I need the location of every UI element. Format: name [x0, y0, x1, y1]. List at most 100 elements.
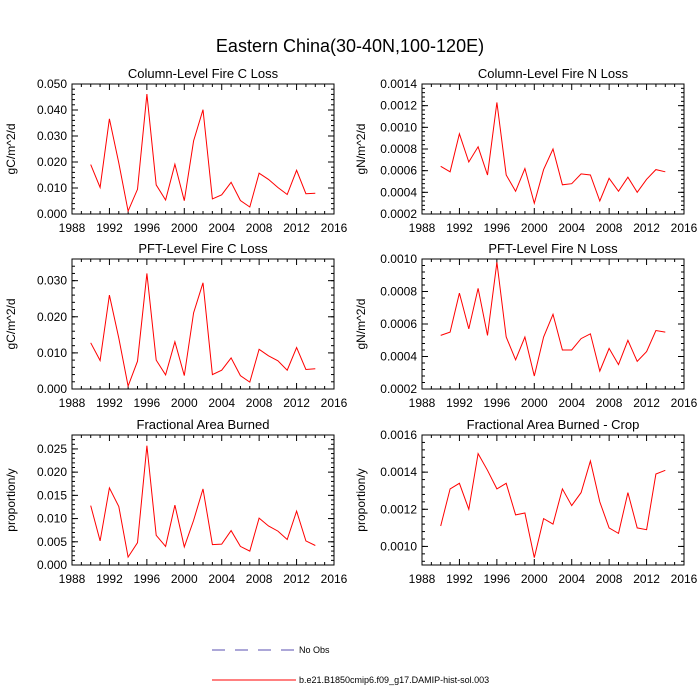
- series-line: [440, 102, 666, 206]
- y-tick-label: 0.0014: [380, 77, 417, 91]
- y-tick-label: 0.050: [37, 77, 67, 91]
- x-tick-label: 2012: [633, 221, 660, 235]
- x-tick-label: 2008: [246, 221, 273, 235]
- panel-title: Fractional Area Burned: [137, 417, 270, 432]
- x-tick-label: 1996: [484, 221, 511, 235]
- y-tick-label: 0.010: [37, 346, 67, 360]
- x-tick-label: 2000: [521, 221, 548, 235]
- y-tick-label: 0.0008: [380, 285, 417, 299]
- y-tick-label: 0.0004: [380, 350, 417, 364]
- plot-frame: [421, 434, 685, 566]
- y-tick-label: 0.030: [37, 274, 67, 288]
- y-tick-label: 0.025: [37, 442, 67, 456]
- plot-frame: [421, 258, 685, 390]
- panel-2: Column-Level Fire N Loss gN/m^2/d 1988 1992…: [354, 66, 698, 235]
- y-tick-label: 0.010: [37, 181, 67, 195]
- x-tick-label: 2012: [283, 396, 310, 410]
- panel-3: PFT-Level Fire C Loss gC/m^2/d 1988 1992 199…: [4, 241, 348, 410]
- x-tick-label: 2000: [171, 572, 198, 586]
- x-tick-label: 2004: [558, 572, 585, 586]
- y-tick-label: 0.0012: [380, 99, 417, 113]
- x-tick-label: 2008: [246, 572, 273, 586]
- series-line: [90, 94, 316, 213]
- x-tick-label: 1992: [446, 221, 473, 235]
- panel-5: Fractional Area Burned proportion/y 1988 19…: [4, 417, 348, 586]
- x-tick-label: 1992: [96, 396, 123, 410]
- series-line: [90, 273, 316, 388]
- y-tick-label: 0.0010: [380, 539, 417, 553]
- x-tick-label: 1992: [96, 221, 123, 235]
- panel-title: Fractional Area Burned - Crop: [467, 417, 640, 432]
- y-tick-label: 0.0010: [380, 252, 417, 266]
- series-line: [440, 262, 666, 377]
- panel-6: Fractional Area Burned - Crop proportion/…: [354, 417, 698, 586]
- y-tick-label: 0.000: [37, 382, 67, 396]
- x-tick-label: 2000: [521, 396, 548, 410]
- y-tick-label: 0.020: [37, 310, 67, 324]
- y-tick-label: 0.010: [37, 512, 67, 526]
- x-tick-label: 1988: [59, 221, 86, 235]
- x-tick-label: 1996: [134, 396, 161, 410]
- x-tick-label: 1988: [409, 221, 436, 235]
- y-tick-label: 0.000: [37, 558, 67, 572]
- y-axis-label: proportion/y: [354, 468, 368, 531]
- x-tick-label: 1996: [484, 572, 511, 586]
- y-tick-label: 0.0002: [380, 382, 417, 396]
- x-tick-label: 1988: [59, 396, 86, 410]
- x-tick-label: 2016: [321, 396, 348, 410]
- y-tick-label: 0.0002: [380, 207, 417, 221]
- legend-label: No Obs: [299, 645, 330, 655]
- x-tick-label: 1992: [96, 572, 123, 586]
- panel-title: Column-Level Fire N Loss: [478, 66, 629, 81]
- y-tick-label: 0.0014: [380, 465, 417, 479]
- x-tick-label: 2012: [283, 221, 310, 235]
- y-tick-label: 0.0006: [380, 164, 417, 178]
- plot-frame: [71, 434, 335, 566]
- x-tick-label: 2000: [521, 572, 548, 586]
- x-tick-label: 1996: [134, 221, 161, 235]
- y-axis-label: gN/m^2/d: [354, 299, 368, 350]
- panel-1: Column-Level Fire C Loss gC/m^2/d 1988 1992…: [4, 66, 348, 235]
- x-tick-label: 2008: [596, 572, 623, 586]
- x-tick-label: 1988: [409, 396, 436, 410]
- y-tick-label: 0.0006: [380, 317, 417, 331]
- x-tick-label: 2004: [558, 221, 585, 235]
- y-axis-label: gC/m^2/d: [4, 299, 18, 350]
- panel-title: Column-Level Fire C Loss: [128, 66, 279, 81]
- y-tick-label: 0.005: [37, 535, 67, 549]
- y-axis-label: proportion/y: [4, 468, 18, 531]
- y-axis-label: gC/m^2/d: [4, 124, 18, 175]
- y-tick-label: 0.0012: [380, 502, 417, 516]
- y-tick-label: 0.020: [37, 155, 67, 169]
- x-tick-label: 2004: [208, 396, 235, 410]
- legend-label: b.e21.B1850cmip6.f09_g17.DAMIP-hist-sol.…: [299, 675, 489, 685]
- series-line: [440, 452, 666, 558]
- x-tick-label: 2012: [633, 572, 660, 586]
- figure-title: Eastern China(30-40N,100-120E): [216, 36, 484, 56]
- x-tick-label: 2016: [671, 572, 698, 586]
- x-tick-label: 2000: [171, 221, 198, 235]
- y-tick-label: 0.040: [37, 103, 67, 117]
- x-tick-label: 2016: [671, 221, 698, 235]
- y-axis-label: gN/m^2/d: [354, 124, 368, 175]
- plot-frame: [71, 83, 335, 215]
- panel-title: PFT-Level Fire C Loss: [138, 241, 268, 256]
- y-tick-label: 0.030: [37, 129, 67, 143]
- legend: No Obs b.e21.B1850cmip6.f09_g17.DAMIP-his…: [212, 645, 489, 685]
- x-tick-label: 1996: [134, 572, 161, 586]
- y-tick-label: 0.015: [37, 488, 67, 502]
- panel-4: PFT-Level Fire N Loss gN/m^2/d 1988 1992 199…: [354, 241, 698, 410]
- x-tick-label: 2008: [596, 396, 623, 410]
- x-tick-label: 1988: [59, 572, 86, 586]
- x-tick-label: 2004: [208, 572, 235, 586]
- x-tick-label: 2004: [558, 396, 585, 410]
- panels: Column-Level Fire C Loss gC/m^2/d 1988 1992…: [4, 66, 698, 586]
- series-line: [90, 445, 316, 559]
- y-tick-label: 0.000: [37, 207, 67, 221]
- x-tick-label: 2012: [283, 572, 310, 586]
- y-tick-label: 0.0004: [380, 185, 417, 199]
- x-tick-label: 1996: [484, 396, 511, 410]
- plot-frame: [71, 258, 335, 390]
- x-tick-label: 2000: [171, 396, 198, 410]
